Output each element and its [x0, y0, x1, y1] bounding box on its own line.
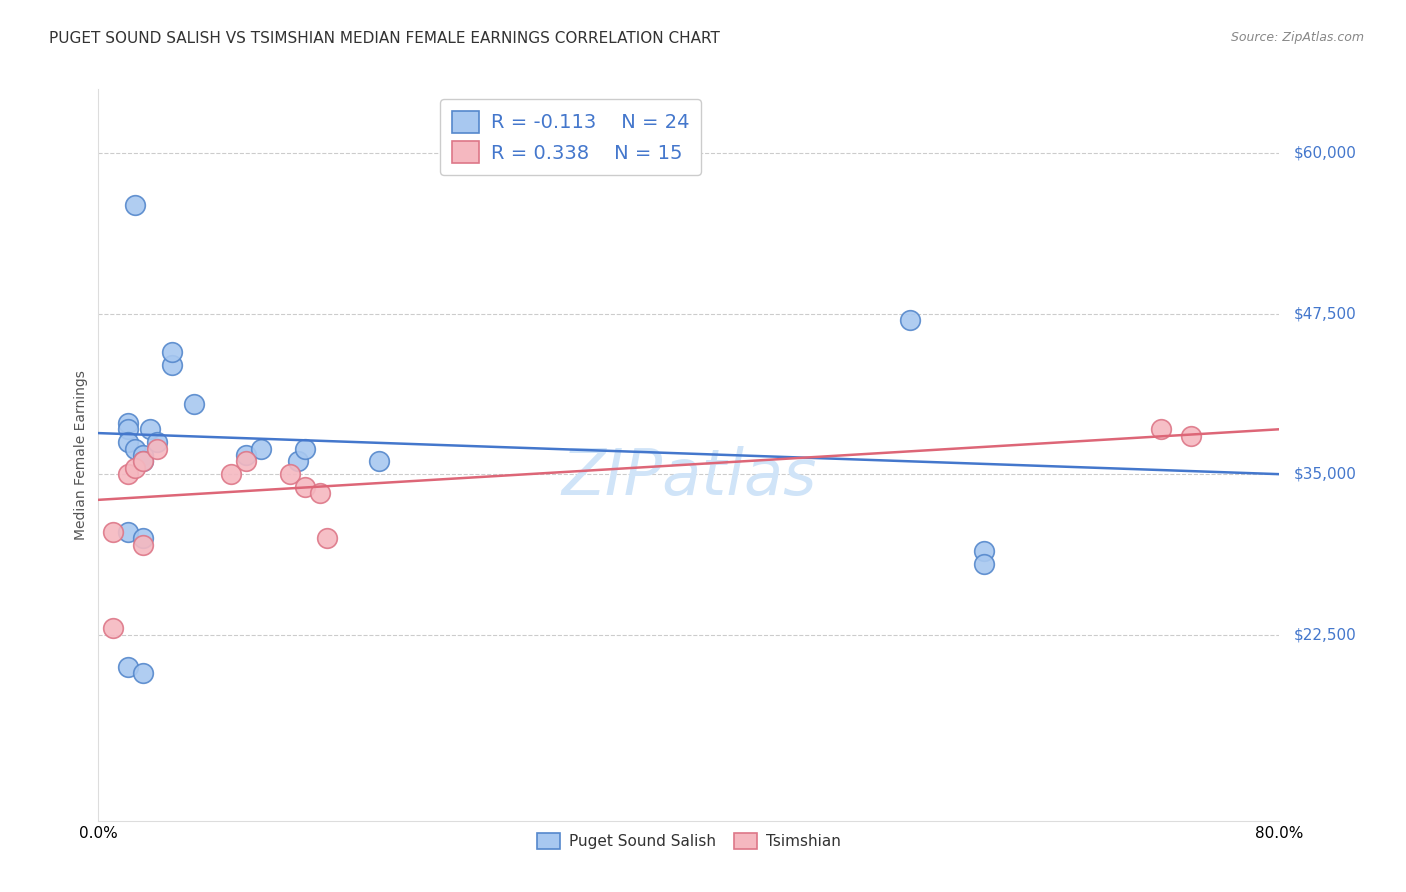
Point — [1180, 428, 1202, 442]
Point — [287, 454, 309, 468]
Point — [117, 435, 139, 450]
Text: PUGET SOUND SALISH VS TSIMSHIAN MEDIAN FEMALE EARNINGS CORRELATION CHART: PUGET SOUND SALISH VS TSIMSHIAN MEDIAN F… — [49, 31, 720, 46]
Point — [221, 467, 243, 482]
Point — [973, 557, 995, 571]
Point — [162, 358, 183, 372]
Point — [146, 435, 169, 450]
Point — [162, 345, 183, 359]
Point — [280, 467, 302, 482]
Point — [294, 442, 316, 456]
Point — [250, 442, 273, 456]
Point — [183, 396, 205, 410]
Point — [368, 454, 391, 468]
Point — [117, 524, 139, 539]
Text: $47,500: $47,500 — [1294, 306, 1357, 321]
Text: $22,500: $22,500 — [1294, 627, 1357, 642]
Point — [316, 532, 339, 546]
Point — [146, 442, 169, 456]
Point — [900, 313, 922, 327]
Text: Source: ZipAtlas.com: Source: ZipAtlas.com — [1230, 31, 1364, 45]
Text: $60,000: $60,000 — [1294, 146, 1357, 161]
Point — [117, 659, 139, 673]
Point — [132, 532, 155, 546]
Point — [103, 524, 125, 539]
Text: $35,000: $35,000 — [1294, 467, 1357, 482]
Point — [124, 442, 146, 456]
Point — [132, 448, 155, 462]
Point — [294, 480, 316, 494]
Point — [117, 416, 139, 430]
Point — [103, 621, 125, 635]
Point — [117, 467, 139, 482]
Point — [309, 486, 332, 500]
Point — [235, 454, 257, 468]
Point — [132, 454, 155, 468]
Point — [973, 544, 995, 558]
Text: ZIPatlas: ZIPatlas — [561, 446, 817, 508]
Point — [124, 460, 146, 475]
Point — [117, 422, 139, 436]
Point — [132, 538, 155, 552]
Point — [132, 454, 155, 468]
Point — [235, 448, 257, 462]
Legend: Puget Sound Salish, Tsimshian: Puget Sound Salish, Tsimshian — [529, 825, 849, 857]
Point — [139, 422, 162, 436]
Point — [132, 666, 155, 681]
Point — [124, 197, 146, 211]
Y-axis label: Median Female Earnings: Median Female Earnings — [75, 370, 89, 540]
Point — [1150, 422, 1173, 436]
